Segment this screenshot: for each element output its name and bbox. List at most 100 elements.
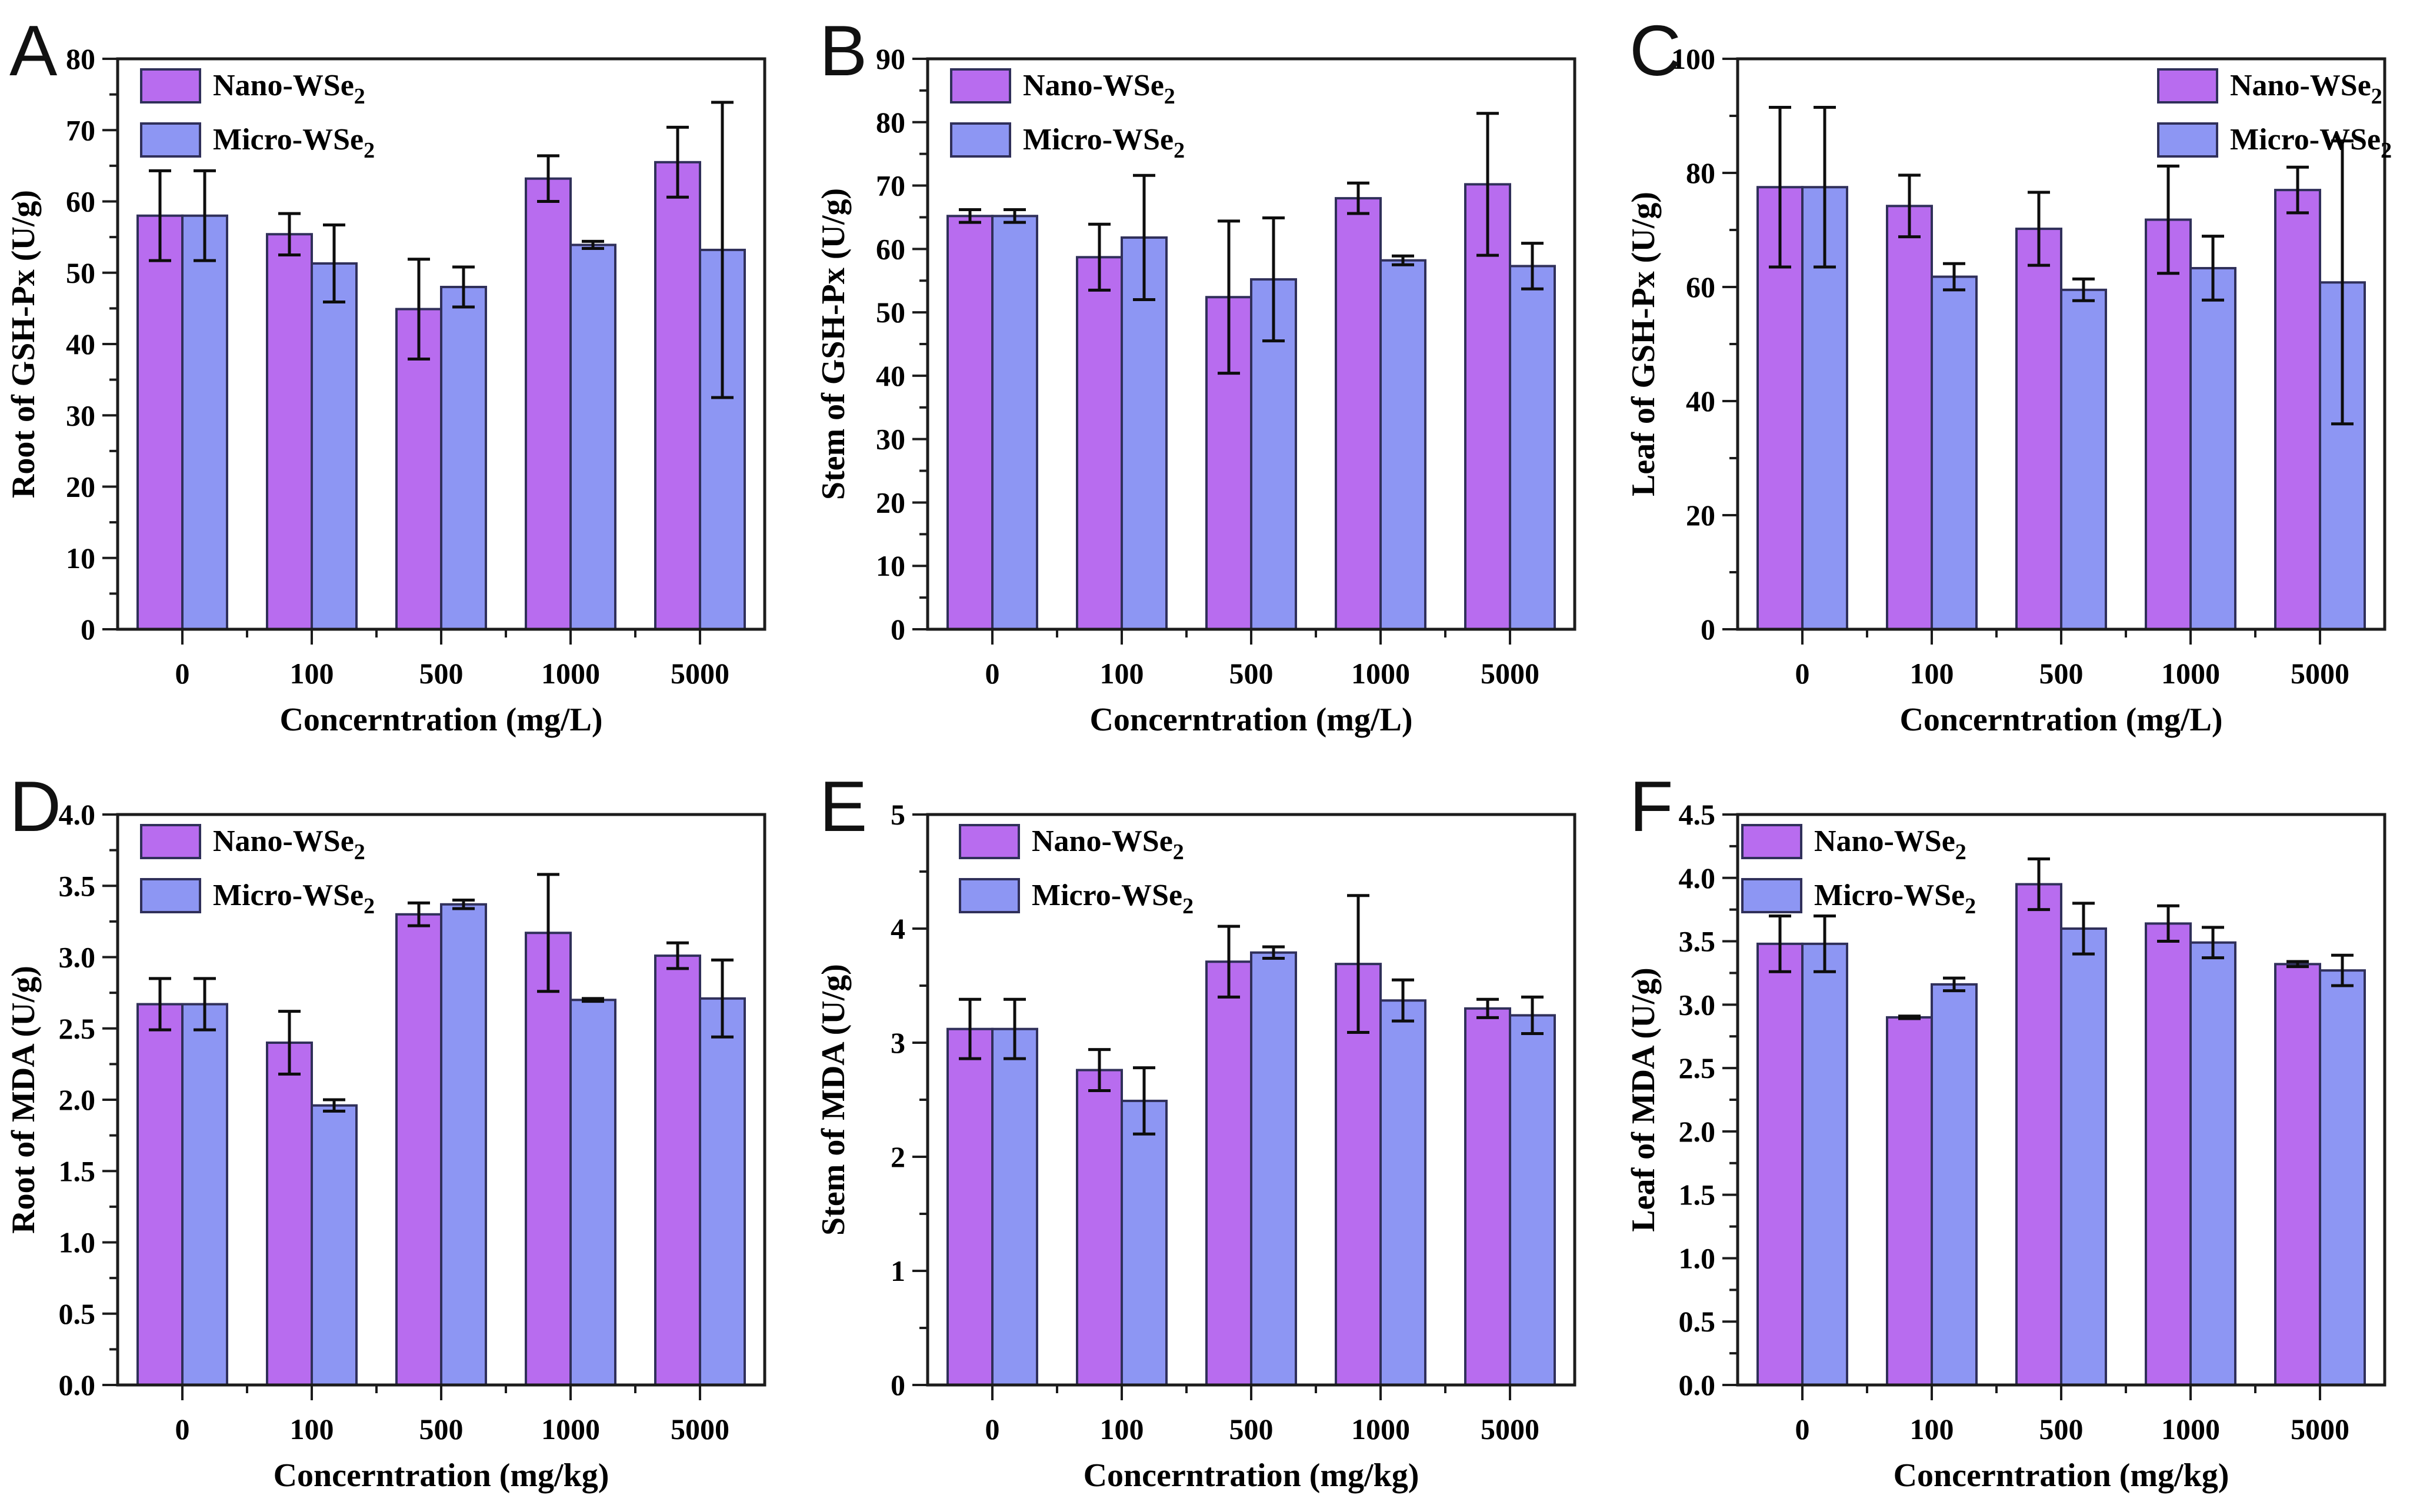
bar-nano-wse2-0 [946,215,994,630]
x-tick-label: 1000 [541,1413,600,1446]
error-bar-micro-wse2-100 [1133,1066,1155,1136]
error-bar-nano-wse2-1000 [2157,904,2179,943]
error-bar-nano-wse2-500 [2028,191,2050,267]
error-bar-nano-wse2-100 [278,212,301,256]
y-tick-label: 50 [876,296,905,329]
micro-legend-swatch [950,122,1011,158]
y-tick-label: 90 [876,42,905,75]
x-tick-label: 5000 [2291,657,2349,690]
nano-legend-swatch [140,68,201,104]
y-tick-label: 70 [66,114,95,146]
y-axis: 0 10 20 30 40 50 60 70 80 90 [876,42,928,646]
y-tick-label: 60 [66,185,95,218]
error-bar-micro-wse2-100 [1943,262,1965,292]
bar-micro-wse2-0 [181,214,228,630]
x-tick-label: 0 [175,657,190,690]
panel-d-chart: 0.0 0.5 1.0 1.5 2.0 2.5 3.0 3.5 4.0 0 100 500 1000 50… [5,766,766,1494]
x-tick-label: 100 [1100,1413,1144,1446]
error-bar-micro-wse2-0 [1814,914,1836,973]
y-tick-label: 20 [876,486,905,519]
panel-e: 0 1 2 3 4 5 0 100 500 1000 5000 Concerntration (mg/… [810,756,1620,1511]
bars-layer [1756,857,2366,1387]
x-tick-label: 5000 [1481,1413,1539,1446]
y-tick-label: 40 [876,359,905,392]
bars-layer [946,112,1556,631]
error-bar-nano-wse2-1000 [537,873,559,993]
error-bar-nano-wse2-100 [1898,173,1921,239]
panel-letter: F [1629,766,1674,846]
panel-f-chart: 0.0 0.5 1.0 1.5 2.0 2.5 3.0 3.5 4.0 4.5 0 100 500 100… [1625,766,2386,1494]
error-bar-micro-wse2-1000 [2202,235,2224,302]
x-tick-label: 5000 [671,1413,729,1446]
x-tick-label: 500 [419,657,464,690]
error-bar-nano-wse2-100 [278,1010,301,1076]
error-bar-micro-wse2-1000 [582,997,604,1003]
y-tick-label: 50 [66,256,95,289]
x-axis: 0 100 500 1000 5000 [1795,1385,2349,1446]
x-tick-label: 1000 [2161,1413,2220,1446]
y-tick-label: 20 [1686,499,1715,532]
bar-micro-wse2-1000 [569,999,616,1386]
x-tick-label: 1000 [541,657,600,690]
error-bar-micro-wse2-500 [2072,277,2095,302]
error-bar-nano-wse2-500 [1218,924,1240,999]
error-bar-nano-wse2-0 [1769,914,1791,973]
error-bar-micro-wse2-5000 [1521,242,1544,291]
y-axis: 0 10 20 30 40 50 60 70 80 [66,42,118,646]
nano-legend-swatch [140,824,201,859]
error-bar-micro-wse2-5000 [2331,139,2354,426]
x-tick-label: 500 [2039,657,2084,690]
y-tick-label: 5 [891,798,905,831]
bar-nano-wse2-100 [266,1042,313,1386]
panel-a-chart: 0 10 20 30 40 50 60 70 80 0 100 500 1000 5000 Concernt… [5,11,766,738]
y-tick-label: 0 [81,613,95,646]
x-tick-label: 0 [985,657,1000,690]
error-bar-nano-wse2-5000 [1476,112,1499,257]
y-tick-label: 3.0 [1679,988,1716,1021]
y-tick-label: 2.5 [59,1012,96,1045]
error-bar-nano-wse2-1000 [2157,164,2179,275]
y-axis-title: Leaf of GSH-Px (U/g) [1625,192,1662,496]
y-tick-label: 70 [876,169,905,202]
y-axis-title: Stem of GSH-Px (U/g) [815,188,852,500]
x-tick-label: 0 [175,1413,190,1446]
bar-nano-wse2-100 [1886,205,1933,630]
y-tick-label: 4 [891,912,905,945]
panel-d: 0.0 0.5 1.0 1.5 2.0 2.5 3.0 3.5 4.0 0 100 500 1000 50… [0,756,810,1511]
error-bar-micro-wse2-0 [1004,208,1026,224]
y-tick-label: 4.5 [1679,798,1716,831]
x-tick-label: 5000 [671,657,729,690]
y-tick-label: 1.0 [1679,1241,1716,1274]
error-bar-micro-wse2-500 [2072,902,2095,956]
y-tick-label: 0.5 [59,1297,96,1330]
panel-b-chart: 0 10 20 30 40 50 60 70 80 90 0 100 500 1000 5000 Concer… [815,11,1576,738]
y-tick-label: 3 [891,1026,905,1059]
bar-nano-wse2-100 [1076,256,1123,631]
bar-nano-wse2-500 [395,308,442,630]
bar-nano-wse2-1000 [2145,218,2192,631]
panel-f: 0.0 0.5 1.0 1.5 2.0 2.5 3.0 3.5 4.0 4.5 0 100 500 100… [1620,756,2430,1511]
x-tick-label: 5000 [1481,657,1539,690]
y-tick-label: 0.0 [59,1369,96,1401]
y-axis: 0 1 2 3 4 5 [891,798,928,1401]
bars-layer [136,873,746,1386]
y-tick-label: 100 [1671,42,1715,75]
x-tick-label: 0 [985,1413,1000,1446]
error-bar-nano-wse2-0 [959,997,981,1060]
x-tick-label: 1000 [1351,1413,1410,1446]
y-axis: 0 20 40 60 80 100 [1671,42,1738,646]
bar-nano-wse2-0 [1756,942,1804,1387]
error-bar-nano-wse2-500 [1218,219,1240,375]
y-tick-label: 40 [66,328,95,361]
x-axis-title: Concerntration (mg/L) [279,702,602,738]
x-tick-label: 500 [1229,1413,1274,1446]
error-bar-micro-wse2-500 [452,899,475,910]
legend-label-micro-wse2: Micro-WSe2 [213,123,375,163]
bar-micro-wse2-500 [2060,927,2107,1386]
x-tick-label: 1000 [1351,657,1410,690]
bars-layer [136,101,746,630]
error-bar-nano-wse2-0 [959,208,981,224]
y-axis: 0.0 0.5 1.0 1.5 2.0 2.5 3.0 3.5 4.0 4.5 [1679,798,1738,1401]
y-tick-label: 4.0 [1679,862,1716,894]
